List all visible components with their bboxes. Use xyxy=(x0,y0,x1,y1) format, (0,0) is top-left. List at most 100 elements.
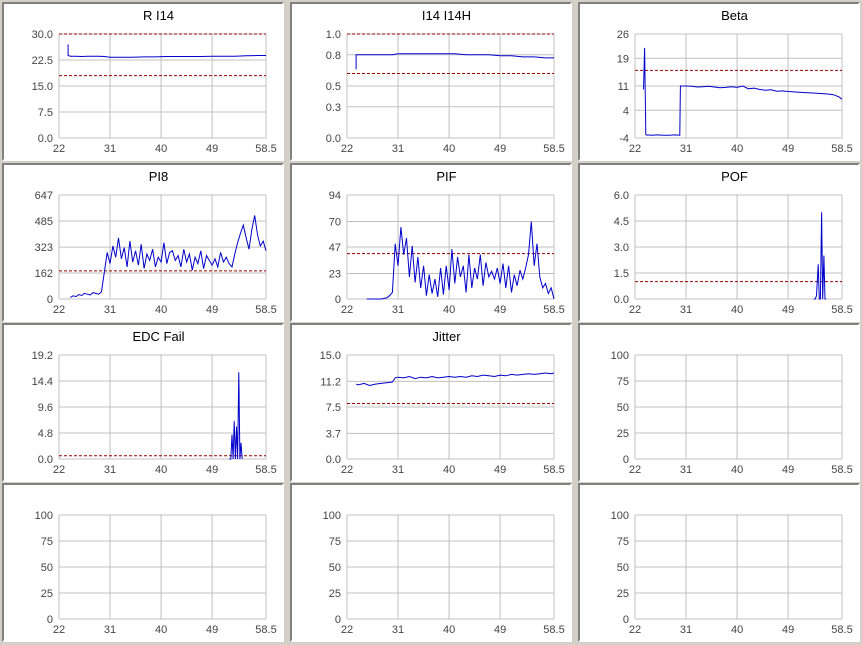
x-tick-label: 22 xyxy=(629,304,641,316)
x-tick-label: 40 xyxy=(731,304,743,316)
y-tick-label: 22.5 xyxy=(32,55,53,67)
chart-panel: Beta 22 31 40 49 58.5 -4 4 11 19 26 xyxy=(578,2,860,161)
y-tick-label: 75 xyxy=(617,536,629,548)
x-tick-label: 31 xyxy=(104,464,116,476)
x-tick-label: 31 xyxy=(104,143,116,155)
y-tick-label: 25 xyxy=(41,588,53,600)
x-tick-label: 40 xyxy=(155,464,167,476)
x-tick-label: 58.5 xyxy=(543,304,564,316)
y-tick-label: 7.5 xyxy=(38,107,53,119)
y-tick-label: 25 xyxy=(617,428,629,440)
series-line xyxy=(70,215,267,298)
y-tick-label: 0.3 xyxy=(326,102,341,114)
x-tick-label: 40 xyxy=(443,143,455,155)
y-tick-label: 0 xyxy=(47,294,53,306)
x-tick-label: 31 xyxy=(680,624,692,636)
y-tick-label: 15.0 xyxy=(320,350,341,362)
x-tick-label: 58.5 xyxy=(543,624,564,636)
chart-title: Beta xyxy=(721,8,749,23)
x-tick-label: 40 xyxy=(731,464,743,476)
x-tick-label: 40 xyxy=(731,624,743,636)
x-tick-label: 40 xyxy=(443,304,455,316)
x-tick-label: 49 xyxy=(206,624,218,636)
y-tick-label: 100 xyxy=(611,510,629,522)
x-tick-label: 49 xyxy=(206,464,218,476)
x-tick-label: 31 xyxy=(104,624,116,636)
y-tick-label: -4 xyxy=(619,133,629,145)
y-tick-label: 485 xyxy=(35,216,53,228)
x-tick-label: 49 xyxy=(782,143,794,155)
x-tick-label: 31 xyxy=(104,304,116,316)
y-tick-label: 14.4 xyxy=(32,376,53,388)
y-tick-label: 162 xyxy=(35,268,53,280)
y-tick-label: 19 xyxy=(617,53,629,65)
y-tick-label: 7.5 xyxy=(326,402,341,414)
y-tick-label: 0 xyxy=(335,294,341,306)
chart-svg: 22 31 40 49 58.5 0 25 50 75 100 xyxy=(35,510,277,636)
x-tick-label: 58.5 xyxy=(543,464,564,476)
y-tick-label: 0.0 xyxy=(614,294,629,306)
x-tick-label: 31 xyxy=(680,464,692,476)
y-tick-label: 50 xyxy=(329,562,341,574)
y-tick-label: 50 xyxy=(41,562,53,574)
chart-title: Jitter xyxy=(432,329,461,344)
y-tick-label: 11 xyxy=(618,81,629,93)
x-tick-label: 49 xyxy=(782,304,794,316)
y-tick-label: 47 xyxy=(329,242,341,254)
x-tick-label: 22 xyxy=(629,143,641,155)
y-tick-label: 0 xyxy=(623,454,629,466)
x-tick-label: 49 xyxy=(782,464,794,476)
y-tick-label: 0.5 xyxy=(326,81,341,93)
x-tick-label: 31 xyxy=(392,464,404,476)
y-tick-label: 4 xyxy=(623,105,629,117)
y-tick-label: 0.0 xyxy=(326,133,341,145)
x-tick-label: 22 xyxy=(341,464,353,476)
x-tick-label: 58.5 xyxy=(831,624,852,636)
chart-title: I14 I14H xyxy=(422,8,471,23)
y-tick-label: 0 xyxy=(47,614,53,626)
y-tick-label: 70 xyxy=(329,217,341,229)
x-tick-label: 40 xyxy=(443,464,455,476)
x-tick-label: 40 xyxy=(443,624,455,636)
x-tick-label: 22 xyxy=(341,143,353,155)
y-tick-label: 4.8 xyxy=(38,428,53,440)
chart-title: R I14 xyxy=(143,8,174,23)
y-tick-label: 75 xyxy=(329,536,341,548)
x-tick-label: 49 xyxy=(494,143,506,155)
chart-svg: I14 I14H 22 31 40 49 58.5 0.0 0.3 0.5 0.8 1.0 xyxy=(326,8,565,155)
chart-svg: PIF 22 31 40 49 58.5 0 23 47 70 94 xyxy=(329,169,565,316)
chart-panel: EDC Fail 22 31 40 49 58.5 0.0 4.8 9.6 14.4 19.2 xyxy=(2,323,284,482)
x-tick-label: 58.5 xyxy=(831,143,852,155)
x-tick-label: 40 xyxy=(155,624,167,636)
y-tick-label: 0.0 xyxy=(38,133,53,145)
x-tick-label: 49 xyxy=(494,464,506,476)
y-tick-label: 1.0 xyxy=(326,29,341,41)
chart-panel: 22 31 40 49 58.5 0 25 50 75 100 xyxy=(2,483,284,642)
x-tick-label: 22 xyxy=(629,464,641,476)
y-tick-label: 100 xyxy=(323,510,341,522)
y-tick-label: 647 xyxy=(35,190,53,202)
y-tick-label: 19.2 xyxy=(32,350,53,362)
x-tick-label: 22 xyxy=(53,464,65,476)
x-tick-label: 58.5 xyxy=(255,304,276,316)
chart-svg: Beta 22 31 40 49 58.5 -4 4 11 19 26 xyxy=(617,8,853,155)
x-tick-label: 49 xyxy=(494,304,506,316)
series-line xyxy=(229,372,243,460)
chart-panel: PI8 22 31 40 49 58.5 0 162 323 485 647 xyxy=(2,163,284,322)
x-tick-label: 22 xyxy=(341,304,353,316)
y-tick-label: 3.7 xyxy=(326,428,341,440)
series-line xyxy=(67,44,266,58)
chart-svg: 22 31 40 49 58.5 0 25 50 75 100 xyxy=(323,510,565,636)
x-tick-label: 58.5 xyxy=(255,464,276,476)
y-tick-label: 30.0 xyxy=(32,29,53,41)
series-line xyxy=(355,372,555,387)
chart-svg: R I14 22 31 40 49 58.5 0.0 7.5 15.0 22.5 30.0 xyxy=(32,8,277,155)
x-tick-label: 22 xyxy=(53,624,65,636)
chart-panel: 22 31 40 49 58.5 0 25 50 75 100 xyxy=(578,483,860,642)
y-tick-label: 50 xyxy=(617,402,629,414)
x-tick-label: 31 xyxy=(392,304,404,316)
y-tick-label: 0.8 xyxy=(326,50,341,62)
chart-title: POF xyxy=(721,169,748,184)
chart-title: PI8 xyxy=(149,169,169,184)
y-tick-label: 0 xyxy=(335,614,341,626)
